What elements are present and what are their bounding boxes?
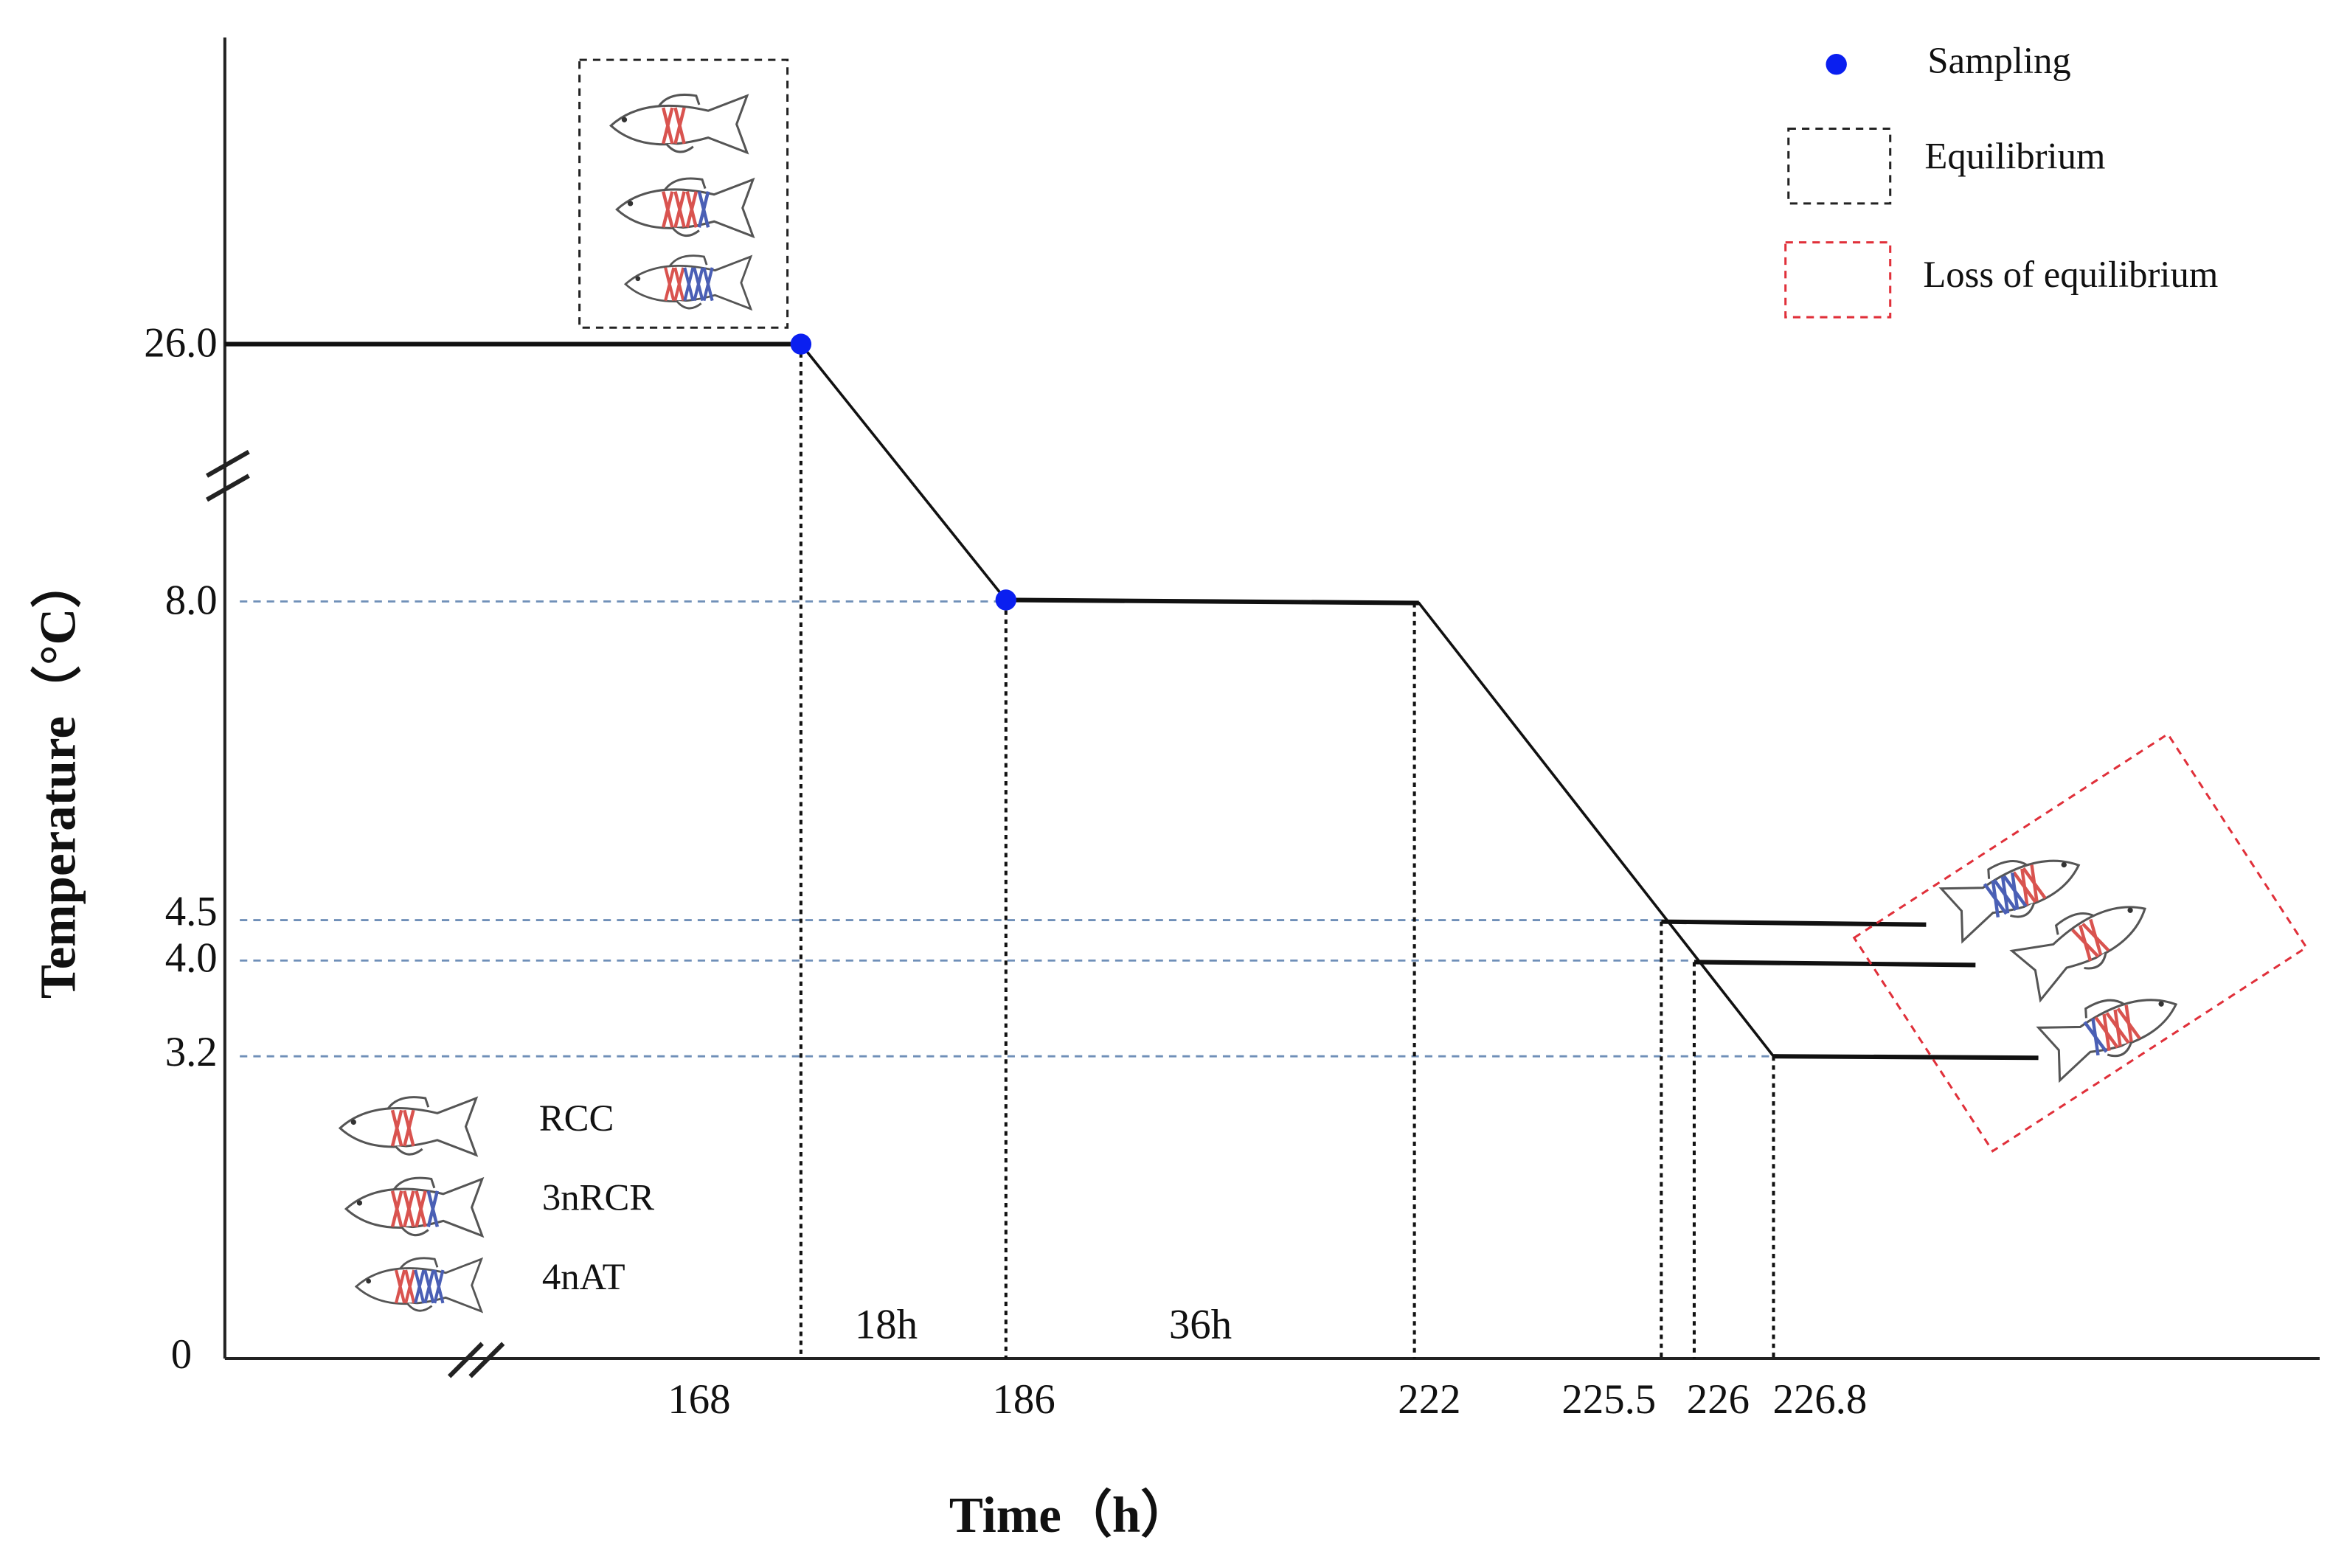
legend-label: Equilibrium xyxy=(1924,136,2105,177)
fish-icon xyxy=(617,178,753,236)
hold-segment xyxy=(1005,597,1419,606)
sampling-point xyxy=(995,589,1016,611)
x-axis-break xyxy=(447,1342,505,1378)
branch-line xyxy=(1661,919,1927,927)
fish-icon xyxy=(356,1258,482,1311)
reference-lines xyxy=(240,600,1774,1058)
interval-label: 36h xyxy=(1169,1301,1232,1347)
interval-label: 18h xyxy=(855,1301,918,1347)
x-tick-label: 226.8 xyxy=(1772,1376,1867,1423)
equilibrium-box xyxy=(578,58,789,329)
fish-icon xyxy=(611,94,747,152)
x-axis-title: Time（h） xyxy=(949,1487,1191,1543)
fish-icon xyxy=(2038,976,2186,1080)
legend-marker xyxy=(1787,127,1892,205)
y-tick-label: 4.5 xyxy=(165,889,218,935)
fish-key-label: 4nAT xyxy=(542,1256,625,1297)
branch-line xyxy=(1773,1054,2039,1061)
y-tick-label: 0 xyxy=(171,1331,192,1378)
y-tick-label: 8.0 xyxy=(165,577,218,624)
legend-marker xyxy=(1826,54,1847,75)
fish-icon xyxy=(625,256,751,309)
sampling-point xyxy=(790,333,812,355)
fish-icon xyxy=(346,1178,482,1235)
legend-label: Sampling xyxy=(1927,40,2070,81)
x-tick-label: 186 xyxy=(993,1376,1055,1423)
x-tick-label: 222 xyxy=(1398,1376,1460,1423)
y-axis-title: Temperature（°C） xyxy=(30,558,86,999)
temperature-profile xyxy=(224,342,2039,1060)
fish-key-label: 3nRCR xyxy=(542,1177,654,1218)
x-tick-label: 225.5 xyxy=(1561,1376,1656,1423)
legend-label: Loss of equilibrium xyxy=(1923,254,2218,295)
fish-key-label: RCC xyxy=(539,1097,614,1139)
y-tick-label: 4.0 xyxy=(165,934,218,981)
y-axis-break xyxy=(205,450,250,502)
time-markers xyxy=(799,344,1775,1359)
x-tick-label: 226 xyxy=(1687,1376,1750,1423)
y-tick-label: 3.2 xyxy=(165,1029,218,1075)
legend-marker xyxy=(1784,241,1892,319)
x-tick-label: 168 xyxy=(668,1376,730,1423)
fish-icon xyxy=(340,1097,476,1155)
branch-line xyxy=(1693,960,1976,968)
y-tick-label: 26.0 xyxy=(144,320,217,367)
